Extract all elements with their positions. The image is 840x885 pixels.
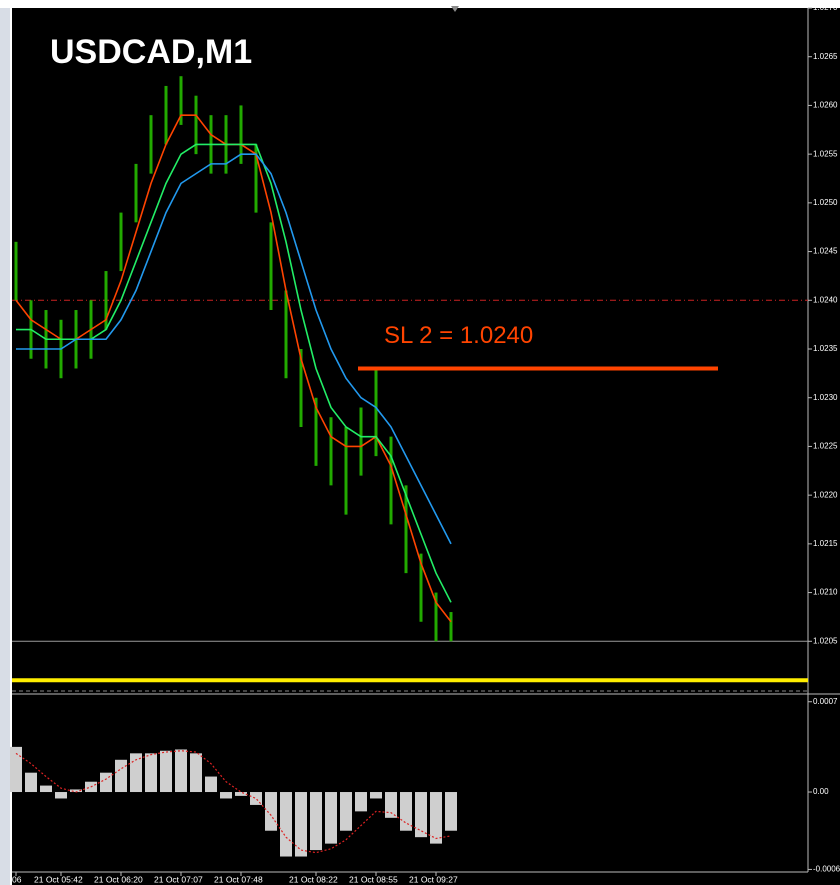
histogram-bar xyxy=(115,759,127,793)
x-tick-label: 21 Oct 08:55 xyxy=(349,874,398,884)
signal-line xyxy=(15,750,452,854)
histogram-bar xyxy=(280,792,292,857)
y-tick-label: 1.0225 xyxy=(813,442,838,451)
histogram-bar xyxy=(445,792,457,831)
y-tick-label: 1.0240 xyxy=(813,295,838,304)
x-tick-label: 21 Oct 07:48 xyxy=(214,874,263,884)
histogram-bar xyxy=(355,792,367,812)
y-tick-label: 1.0245 xyxy=(813,247,838,256)
y-tick-label: -0.0006 xyxy=(813,865,840,874)
histogram-bar xyxy=(175,749,187,793)
histogram-bar xyxy=(100,772,112,793)
histogram-bar xyxy=(430,792,442,844)
histogram-bar xyxy=(340,792,352,831)
y-tick-label: 1.0230 xyxy=(813,393,838,402)
histogram-bar xyxy=(385,792,397,818)
stop-loss-label: SL 2 = 1.0240 xyxy=(384,322,533,349)
y-tick-label: 1.0260 xyxy=(813,101,838,110)
histogram-bar xyxy=(130,753,142,793)
y-tick-label: 1.0265 xyxy=(813,52,838,61)
histogram-bar xyxy=(25,772,37,793)
histogram-bar xyxy=(415,792,427,838)
shift-marker xyxy=(451,6,459,12)
histogram-bar xyxy=(220,792,232,799)
y-tick-label: 1.0205 xyxy=(813,636,838,645)
histogram-bar xyxy=(160,750,172,793)
histogram-bar xyxy=(295,792,307,857)
x-tick-label: 21 Oct 05:42 xyxy=(34,874,83,884)
x-tick-label: 21 Oct 06:20 xyxy=(94,874,143,884)
histogram-bar xyxy=(145,753,157,793)
histogram-bar xyxy=(310,792,322,851)
left-strip xyxy=(0,8,10,885)
x-tick-label: 21 Oct 08:22 xyxy=(289,874,338,884)
y-tick-label: 1.0255 xyxy=(813,149,838,158)
y-tick-label: 1.0215 xyxy=(813,539,838,548)
y-tick-label: 1.0210 xyxy=(813,588,838,597)
histogram-bar xyxy=(70,789,82,793)
histogram-bar xyxy=(325,792,337,844)
histogram-bar xyxy=(190,753,202,793)
histogram-bar xyxy=(400,792,412,831)
moving-average xyxy=(16,153,452,545)
histogram-bar xyxy=(40,785,52,793)
y-tick-label: 1.0270 xyxy=(813,3,838,12)
histogram-bar xyxy=(55,792,67,799)
histogram-bar xyxy=(205,776,217,793)
x-tick-label: 21 Oct 07:07 xyxy=(154,874,203,884)
y-tick-label: 1.0250 xyxy=(813,198,838,207)
chart-title: USDCAD,M1 xyxy=(50,33,252,71)
y-tick-label: 1.0235 xyxy=(813,344,838,353)
histogram-bar xyxy=(265,792,277,831)
y-tick-label: 1.0220 xyxy=(813,490,838,499)
x-tick-label: 21 Oct 09:27 xyxy=(409,874,458,884)
histogram-bar xyxy=(250,792,262,805)
histogram-bar xyxy=(370,792,382,799)
y-tick-label: 0.0007 xyxy=(813,697,838,706)
x-tick-label: 06 xyxy=(12,874,22,884)
histogram-bar xyxy=(10,746,22,793)
histogram-bar xyxy=(235,792,247,796)
y-tick-label: 0.00 xyxy=(813,787,829,796)
